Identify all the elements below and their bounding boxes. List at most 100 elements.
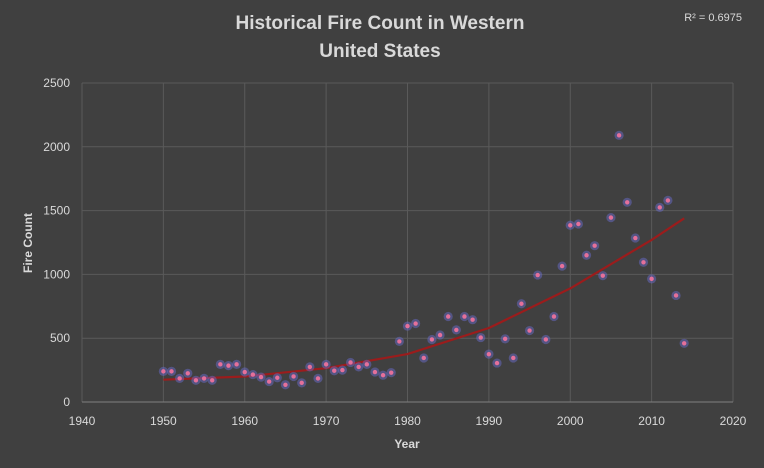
x-tick-label: 1940 [69,414,96,428]
data-point-marker [266,379,272,384]
data-point-marker [218,362,223,367]
data-point-marker [568,223,573,228]
data-point [443,311,453,322]
data-point [272,373,282,383]
data-point [573,219,583,229]
x-tick-label: 2020 [720,414,747,428]
data-point-marker [462,314,467,319]
data-point-marker [486,351,492,357]
data-point [435,330,445,340]
data-point [207,375,217,385]
data-point-marker [535,272,540,278]
data-point-marker [445,314,451,319]
y-axis-label: Fire Count [21,213,35,273]
data-point [166,366,177,376]
data-point-marker [185,371,190,376]
x-tick-label: 1980 [394,414,421,428]
data-point-marker [323,362,329,367]
data-point [524,325,535,336]
data-point [663,195,673,205]
data-point-marker [169,369,174,374]
data-point-marker [673,293,679,298]
y-tick-label: 2500 [43,76,70,90]
data-point [191,375,201,385]
data-point-marker [177,376,182,381]
data-point-marker [275,375,280,380]
data-point-marker [551,314,557,319]
data-point [468,315,478,325]
data-point-marker [454,327,459,333]
x-tick-label: 2000 [557,414,584,428]
data-point [533,270,543,280]
data-point [476,332,486,343]
data-point [264,376,274,387]
data-point-marker [478,335,483,340]
data-point [557,261,567,271]
data-point-marker [429,337,435,342]
data-point [158,366,168,376]
data-point-marker [584,253,589,258]
x-tick-label: 2010 [638,414,665,428]
x-tick-label: 1970 [313,414,340,428]
data-point [541,334,551,345]
data-point [581,250,592,260]
data-point [549,311,559,322]
data-point [232,359,242,369]
data-point-marker [576,221,581,227]
data-point-marker [405,323,410,329]
data-point [256,372,266,382]
data-point-marker [250,372,256,377]
data-point-marker [502,336,508,342]
data-point-marker [413,321,418,326]
data-point-marker [470,317,475,322]
y-tick-label: 0 [63,395,70,409]
data-point-marker [559,263,565,269]
data-point-marker [380,373,386,378]
data-point-marker [332,368,337,373]
axes: 1940 1950 1960 1970 1980 1990 2000 2010 2020 0 500… [43,76,746,428]
data-point [459,311,470,322]
data-point-marker [616,133,622,138]
data-point [638,257,649,267]
data-point-marker [340,367,345,373]
chart-title: Historical Fire Count in Western United … [180,10,580,66]
data-point-marker [519,301,524,306]
data-point [354,362,364,372]
chart-title-line2: United States [319,41,441,62]
data-point-marker [511,355,516,361]
data-point [175,373,185,383]
data-point-marker [608,215,614,220]
data-point-marker [315,376,321,381]
data-point [329,366,339,376]
data-point [484,349,494,359]
data-point [419,353,429,363]
x-tick-label: 1990 [476,414,503,428]
x-tick-label: 1960 [231,414,258,428]
data-point-marker [625,200,630,205]
chart-title-line1: Historical Fire Count in Western [235,13,525,34]
data-point [305,362,315,372]
data-point [590,241,600,251]
data-point-marker [421,355,426,361]
data-point-marker [234,362,239,367]
data-point [199,373,209,383]
data-point [411,318,421,329]
data-point-marker [242,369,247,375]
data-point-marker [527,328,532,333]
trendline [163,217,685,381]
x-axis-label: Year [394,437,420,451]
data-point [451,325,461,335]
data-point [288,371,299,382]
data-point-marker [437,332,443,338]
data-point [337,365,347,375]
data-point-marker [397,339,402,344]
r-squared-annotation: R² = 0.6975 [684,12,742,24]
data-point [297,378,307,388]
data-point-marker [543,337,549,342]
y-tick-label: 1500 [43,204,70,218]
data-point [362,359,372,369]
data-point-marker [633,235,638,241]
data-point-marker [161,369,166,374]
data-point [427,334,437,345]
